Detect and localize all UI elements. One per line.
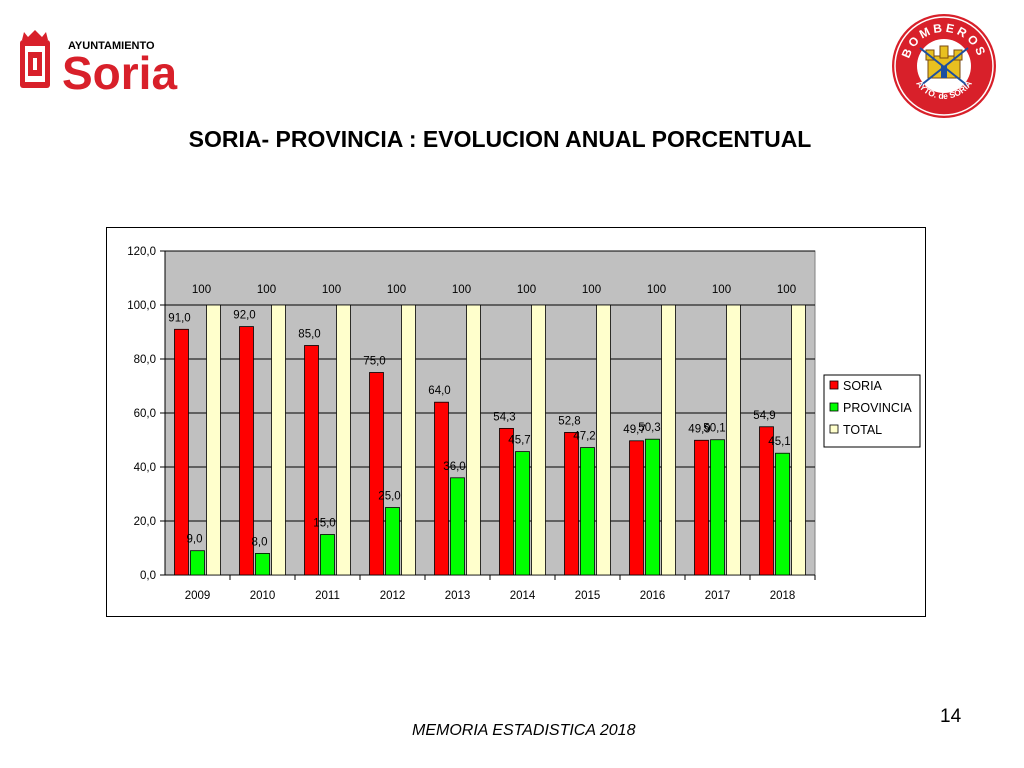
data-label-soria: 91,0 — [168, 312, 190, 324]
bar-provincia — [255, 552, 270, 576]
bar-provincia — [710, 439, 725, 576]
data-label-soria: 49,7 — [623, 424, 645, 436]
bar-soria — [759, 426, 774, 576]
bar-provincia — [580, 447, 595, 576]
footer-text: MEMORIA ESTADISTICA 2018 — [412, 722, 636, 739]
data-label-total: 100 — [322, 284, 341, 296]
slide-title: SORIA- PROVINCIA : EVOLUCION ANUAL PORCE… — [188, 126, 812, 152]
bar-total — [531, 304, 546, 576]
data-label-provincia: 45,7 — [508, 435, 530, 447]
bar-total — [791, 304, 806, 576]
bar-provincia — [515, 451, 530, 576]
legend-swatch-total — [829, 424, 839, 434]
bar-total — [726, 304, 741, 576]
legend-label-soria: SORIA — [843, 379, 883, 393]
y-tick-label: 20,0 — [134, 516, 156, 528]
data-label-soria: 85,0 — [298, 329, 320, 341]
data-label-provincia: 15,0 — [313, 518, 335, 530]
data-label-total: 100 — [387, 284, 406, 296]
x-tick-label: 2017 — [705, 590, 731, 602]
bar-provincia — [190, 550, 205, 576]
data-label-total: 100 — [517, 284, 536, 296]
logo-main-text: Soria — [62, 47, 177, 94]
data-label-total: 100 — [582, 284, 601, 296]
data-label-provincia: 36,0 — [443, 461, 465, 473]
castle-emblem-icon — [919, 45, 969, 87]
data-label-provincia: 8,0 — [252, 536, 268, 548]
legend-swatch-soria — [829, 380, 839, 390]
bar-soria — [629, 440, 644, 576]
y-tick-label: 60,0 — [134, 408, 156, 420]
x-tick-label: 2013 — [445, 590, 471, 602]
data-label-soria: 54,9 — [753, 410, 775, 422]
x-tick-label: 2009 — [185, 590, 211, 602]
data-label-total: 100 — [712, 284, 731, 296]
y-tick-label: 120,0 — [127, 246, 156, 258]
data-label-provincia: 50,1 — [703, 423, 725, 435]
x-tick-label: 2014 — [510, 590, 536, 602]
bar-total — [336, 304, 351, 576]
bar-provincia — [645, 438, 660, 576]
data-label-total: 100 — [452, 284, 471, 296]
data-label-soria: 92,0 — [233, 310, 255, 322]
bar-soria — [174, 328, 189, 576]
data-label-soria: 64,0 — [428, 385, 450, 397]
data-label-provincia: 45,1 — [768, 436, 790, 448]
bar-soria — [369, 372, 384, 576]
bomberos-logo: BOMBEROS AYTO. de SORIA — [892, 14, 996, 118]
ayuntamiento-soria-logo: AYUNTAMIENTO Soria — [20, 30, 177, 94]
legend-label-total: TOTAL — [843, 423, 882, 437]
data-label-provincia: 25,0 — [378, 491, 400, 503]
data-label-provincia: 50,3 — [638, 422, 660, 434]
bar-total — [401, 304, 416, 576]
x-tick-label: 2018 — [770, 590, 796, 602]
data-label-total: 100 — [647, 284, 666, 296]
bar-provincia — [320, 534, 335, 576]
logo-top-text: AYUNTAMIENTO — [68, 40, 155, 52]
bar-soria — [239, 326, 254, 576]
bar-soria — [434, 401, 449, 576]
x-tick-label: 2010 — [250, 590, 276, 602]
bar-chart: 0,0 20,0 40,0 60,0 80,0 100,0 120,0 2009 91,0 9,0… — [127, 246, 921, 602]
data-label-total: 100 — [777, 284, 796, 296]
data-label-soria: 52,8 — [558, 415, 580, 427]
data-label-total: 100 — [192, 284, 211, 296]
bar-total — [271, 304, 286, 576]
soria-coat-of-arms-icon — [20, 30, 50, 88]
data-label-soria: 49,9 — [688, 423, 710, 435]
bar-total — [206, 304, 221, 576]
legend — [823, 374, 921, 448]
x-tick-label: 2015 — [575, 590, 601, 602]
x-tick-label: 2011 — [315, 590, 340, 602]
y-tick-label: 40,0 — [134, 462, 156, 474]
y-tick-label: 0,0 — [140, 570, 156, 582]
bar-provincia — [385, 507, 400, 576]
bar-soria — [564, 432, 579, 576]
legend-label-provincia: PROVINCIA — [843, 401, 912, 415]
legend-swatch-provincia — [829, 402, 839, 412]
data-label-total: 100 — [257, 284, 276, 296]
page-number: 14 — [940, 706, 962, 727]
data-label-provincia: 9,0 — [187, 534, 203, 546]
data-label-soria: 54,3 — [493, 411, 515, 423]
x-tick-label: 2016 — [640, 590, 666, 602]
bar-soria — [304, 345, 319, 576]
data-label-soria: 75,0 — [363, 356, 385, 368]
y-tick-label: 80,0 — [134, 354, 156, 366]
bar-soria — [694, 439, 709, 576]
x-tick-label: 2012 — [380, 590, 406, 602]
data-label-provincia: 47,2 — [573, 431, 595, 443]
bar-provincia — [450, 477, 465, 576]
bar-provincia — [775, 452, 790, 576]
y-tick-label: 100,0 — [127, 300, 156, 312]
bar-total — [596, 304, 611, 576]
bar-total — [466, 304, 481, 576]
bar-total — [661, 304, 676, 576]
bar-soria — [499, 427, 514, 576]
